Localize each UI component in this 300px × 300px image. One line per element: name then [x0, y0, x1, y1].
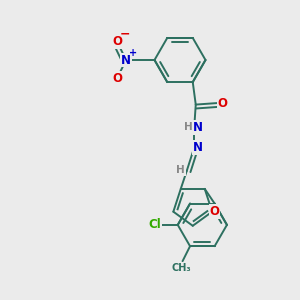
Text: −: − — [120, 27, 130, 40]
Text: H: H — [176, 165, 185, 175]
Text: Cl: Cl — [148, 218, 161, 231]
Text: O: O — [210, 205, 220, 218]
Text: +: + — [128, 48, 137, 59]
Text: O: O — [112, 72, 123, 86]
Text: O: O — [218, 97, 228, 110]
Text: N: N — [193, 121, 203, 134]
Text: N: N — [193, 141, 203, 154]
Text: CH₃: CH₃ — [171, 263, 191, 273]
Text: O: O — [112, 34, 123, 48]
Text: N: N — [121, 53, 131, 67]
Text: H: H — [184, 122, 193, 132]
